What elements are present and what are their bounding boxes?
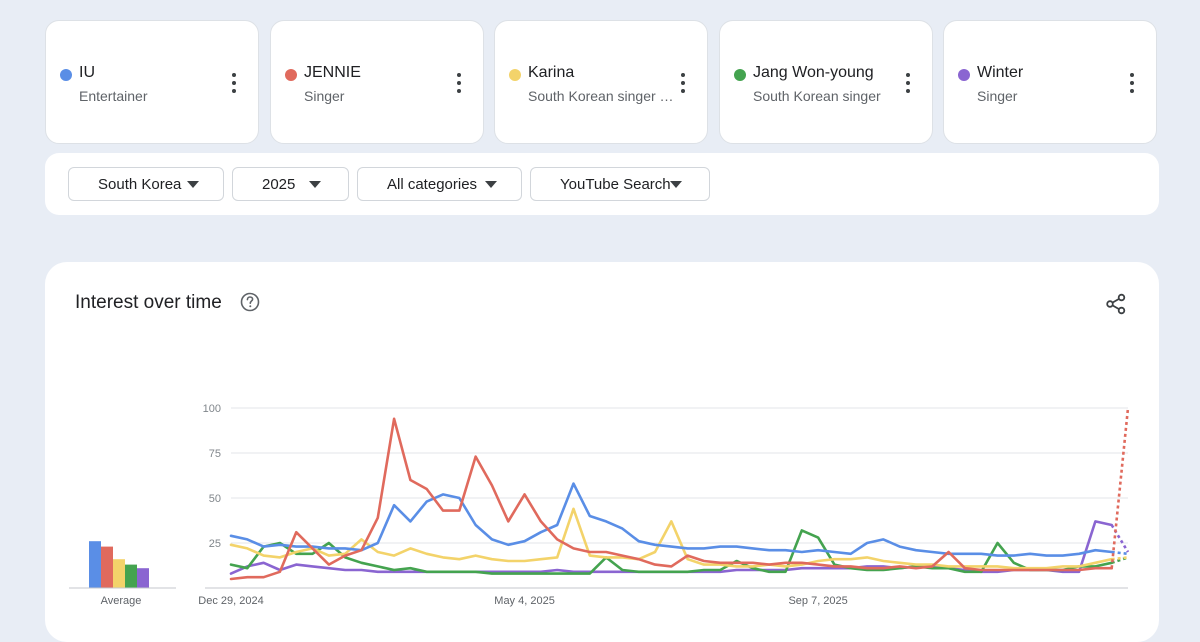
term-subtitle: South Korean singer …	[528, 88, 674, 104]
term-card-jennie[interactable]: JENNIE Singer	[270, 20, 484, 144]
average-bar	[137, 568, 149, 588]
average-bar	[113, 559, 125, 588]
y-tick-label: 100	[203, 403, 221, 415]
term-color-dot	[509, 69, 521, 81]
term-color-dot	[958, 69, 970, 81]
term-color-dot	[734, 69, 746, 81]
property-label: YouTube Search	[560, 176, 671, 193]
average-bar	[125, 564, 137, 588]
y-tick-label: 25	[209, 538, 221, 550]
term-color-dot	[60, 69, 72, 81]
x-tick-label: Dec 29, 2024	[198, 595, 263, 607]
property-dropdown[interactable]: YouTube Search	[530, 167, 710, 201]
term-color-dot	[285, 69, 297, 81]
chart-title: Interest over time	[75, 292, 222, 313]
category-dropdown[interactable]: All categories	[357, 167, 522, 201]
term-name: IU	[79, 64, 95, 81]
term-card-karina[interactable]: Karina South Korean singer …	[494, 20, 708, 144]
term-name: JENNIE	[304, 64, 361, 81]
partial-data-segment	[1110, 524, 1130, 553]
x-tick-label: Sep 7, 2025	[788, 595, 847, 607]
chevron-down-icon	[187, 181, 199, 188]
region-label: South Korea	[98, 176, 182, 193]
y-tick-label: 75	[209, 448, 221, 460]
term-name: Karina	[528, 64, 575, 81]
interest-over-time-card: Interest over time 25 50 75 100 Dec 29, 2024…	[45, 262, 1159, 642]
term-name: Jang Won-young	[753, 64, 874, 81]
more-options-icon[interactable]	[451, 73, 467, 93]
term-card-jang-won-young[interactable]: Jang Won-young South Korean singer	[719, 20, 933, 144]
partial-data-segment	[1111, 550, 1129, 556]
series-line-jennie	[229, 417, 1113, 581]
period-label: 2025	[262, 176, 296, 193]
more-options-icon[interactable]	[900, 73, 916, 93]
term-card-iu[interactable]: IU Entertainer	[45, 20, 259, 144]
term-name: Winter	[977, 64, 1024, 81]
more-options-icon[interactable]	[1124, 73, 1140, 93]
interest-chart: 25 50 75 100 Dec 29, 2024 May 4, 2025 Sep 7, 2…	[69, 403, 1130, 607]
region-dropdown[interactable]: South Korea	[68, 167, 224, 201]
chevron-down-icon	[485, 181, 497, 188]
share-icon[interactable]	[1105, 293, 1127, 315]
partial-data-segment	[1110, 407, 1130, 569]
average-label: Average	[101, 595, 142, 607]
partial-data-segment	[1111, 556, 1129, 561]
chevron-down-icon	[309, 181, 321, 188]
x-tick-label: May 4, 2025	[494, 595, 555, 607]
category-label: All categories	[387, 176, 478, 193]
average-bar	[89, 541, 101, 588]
series-line-jang-won-young	[229, 529, 1113, 575]
term-card-winter[interactable]: Winter Singer	[943, 20, 1157, 144]
term-subtitle: Singer	[304, 88, 345, 104]
term-subtitle: Singer	[977, 88, 1018, 104]
chevron-down-icon	[670, 181, 682, 188]
more-options-icon[interactable]	[675, 73, 691, 93]
term-subtitle: Entertainer	[79, 88, 148, 104]
average-bar	[101, 546, 113, 588]
help-icon[interactable]	[240, 292, 260, 312]
term-subtitle: South Korean singer	[753, 88, 881, 104]
series-line-karina	[229, 507, 1113, 570]
more-options-icon[interactable]	[226, 73, 242, 93]
filter-bar: South Korea 2025 All categories YouTube …	[45, 153, 1159, 215]
series-line-iu	[229, 482, 1113, 557]
period-dropdown[interactable]: 2025	[232, 167, 349, 201]
y-tick-label: 50	[209, 493, 221, 505]
